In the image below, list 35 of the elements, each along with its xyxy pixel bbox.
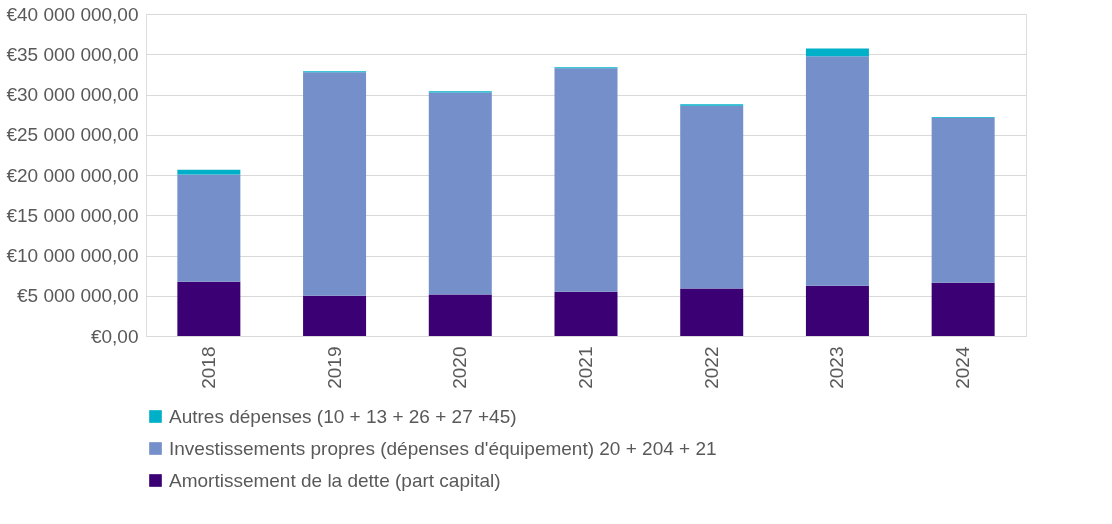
bar — [680, 288, 744, 336]
legend-label: Amortissement de la dette (part capital) — [169, 469, 501, 491]
y-tick-label: €25 000 000,00 — [6, 124, 139, 146]
bar — [428, 92, 492, 295]
x-tick-label: 2023 — [826, 346, 848, 389]
x-tick-label: 2021 — [575, 346, 596, 389]
x-tick-label: 2020 — [449, 346, 471, 389]
bar — [931, 117, 995, 283]
y-tick-label: €40 000 000,00 — [6, 3, 139, 25]
bar — [680, 105, 744, 289]
x-tick-label: 2024 — [952, 346, 974, 389]
bar — [303, 72, 367, 296]
y-tick-label: €15 000 000,00 — [6, 204, 139, 226]
bar — [554, 68, 618, 292]
y-tick-label: €20 000 000,00 — [6, 164, 139, 186]
legend-label: Autres dépenses (10 + 13 + 26 + 27 +45) — [169, 405, 517, 427]
bar — [177, 174, 241, 282]
bar — [177, 169, 241, 175]
y-tick-label: €35 000 000,00 — [6, 43, 139, 65]
bar — [303, 295, 367, 336]
bar — [554, 291, 618, 336]
y-tick-label: €5 000 000,00 — [16, 285, 139, 307]
y-tick-label: €30 000 000,00 — [6, 84, 139, 105]
bar — [805, 285, 869, 336]
x-tick-label: 2019 — [323, 346, 345, 389]
y-tick-label: €10 000 000,00 — [6, 245, 139, 266]
bar — [177, 281, 241, 336]
y-tick-label: €0,00 — [90, 325, 139, 347]
bar — [805, 56, 869, 286]
x-tick-label: 2022 — [700, 346, 722, 389]
x-tick-label: 2018 — [197, 346, 219, 389]
legend-label: Investissements propres (dépenses d'équipement) 20 + 204 + 21 — [169, 437, 717, 459]
bar — [805, 48, 869, 57]
bar — [931, 282, 995, 336]
bar — [428, 294, 492, 336]
